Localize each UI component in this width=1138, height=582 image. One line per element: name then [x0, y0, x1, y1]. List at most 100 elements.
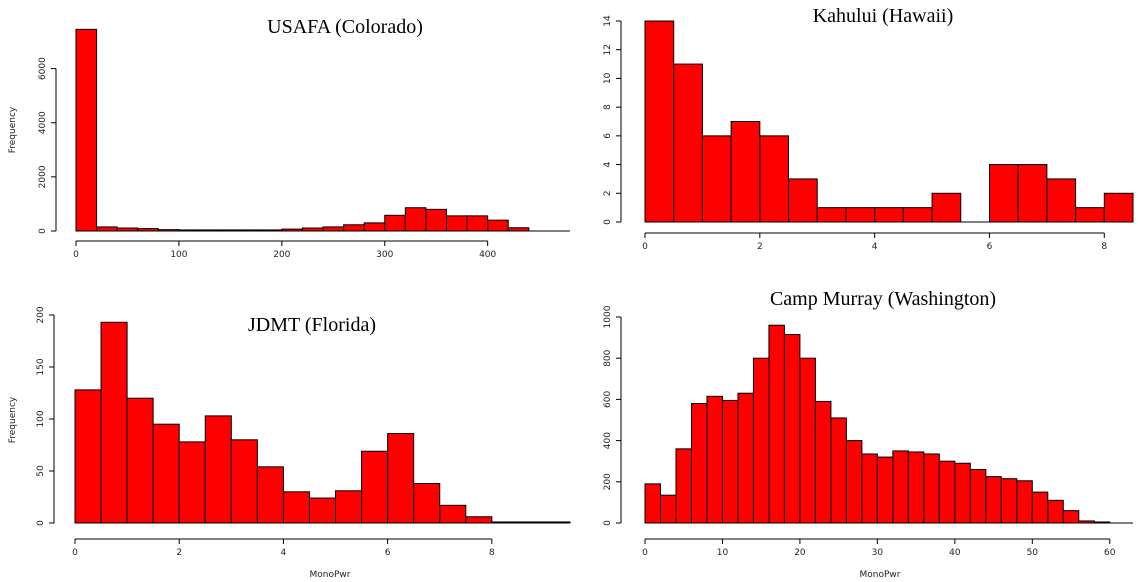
- jdmt-y-tick-label: 100: [36, 410, 46, 427]
- kahului-bar: [816, 207, 847, 223]
- kahului-x-axis: 0 2 4 6 8: [642, 232, 1107, 252]
- jdmt-bar: [335, 490, 363, 524]
- jdmt-x-tick-label: 8: [489, 548, 495, 558]
- jdmt-y-tick-label: 0: [36, 520, 46, 526]
- usafa-bar: [343, 224, 365, 232]
- usafa-bar: [178, 229, 201, 232]
- kahului-bar: [902, 207, 933, 223]
- kahului-y-tick-label: 10: [603, 72, 613, 84]
- campmurray-bar: [814, 400, 832, 524]
- campmurray-y-tick-label: 800: [603, 349, 613, 366]
- kahului-y-tick-label: 14: [603, 15, 613, 27]
- kahului-y-tick-label: 4: [603, 161, 613, 167]
- campmurray-bar: [737, 392, 754, 524]
- usafa-bar: [199, 229, 221, 232]
- kahului-y-axis: 0 2 4 6 8 10 12 14: [603, 15, 622, 225]
- campmurray-x-label: MonoPwr: [860, 570, 901, 580]
- usafa-bar: [219, 229, 242, 232]
- campmurray-bar: [923, 453, 940, 524]
- jdmt-bar: [543, 521, 571, 524]
- campmurray-bar: [768, 324, 785, 524]
- usafa-bar: [487, 219, 509, 232]
- panel-usafa: 0 100 200 300 400 0 2000 4000 6000 USAFA (Color…: [8, 16, 570, 260]
- jdmt-title: JDMT (Florida): [248, 314, 376, 336]
- kahului-bars: [644, 20, 1134, 223]
- kahului-bar: [1103, 192, 1134, 223]
- jdmt-bar: [308, 497, 337, 524]
- usafa-bar: [75, 28, 98, 232]
- jdmt-x-tick-label: 2: [176, 548, 182, 558]
- usafa-y-tick-label: 6000: [38, 57, 48, 80]
- jdmt-x-tick-label: 4: [281, 548, 287, 558]
- usafa-bar: [260, 229, 283, 232]
- usafa-y-tick-label: 4000: [38, 111, 48, 134]
- panel-kahului: 0 2 4 6 8 0 2 4 6 8 10 12 14 Kahului (Hawaii): [603, 5, 1134, 252]
- jdmt-bar: [100, 321, 128, 524]
- campmurray-bar: [675, 448, 692, 524]
- kahului-bar: [845, 207, 876, 223]
- jdmt-x-tick-label: 6: [385, 548, 391, 558]
- campmurray-y-tick-label: 0: [603, 520, 613, 526]
- campmurray-bar: [892, 450, 909, 524]
- jdmt-bar: [387, 433, 415, 524]
- campmurray-bars: [644, 324, 1133, 524]
- jdmt-bar: [126, 397, 154, 524]
- campmurray-bar: [969, 468, 987, 524]
- usafa-bars: [75, 28, 570, 232]
- campmurray-bar: [1000, 478, 1018, 524]
- kahului-x-tick-label: 8: [1101, 242, 1107, 252]
- campmurray-bar: [659, 494, 677, 524]
- campmurray-bar: [1062, 510, 1080, 524]
- campmurray-title: Camp Murray (Washington): [770, 288, 996, 310]
- kahului-x-tick-label: 0: [642, 242, 648, 252]
- usafa-bar: [446, 215, 468, 232]
- jdmt-bar: [152, 423, 180, 524]
- usafa-bar: [507, 227, 530, 232]
- jdmt-y-tick-label: 50: [36, 465, 46, 477]
- campmurray-bar: [706, 395, 723, 524]
- usafa-bar: [137, 228, 159, 232]
- kahului-x-tick-label: 4: [872, 242, 878, 252]
- campmurray-bar: [690, 403, 708, 524]
- kahului-y-tick-label: 12: [603, 44, 613, 55]
- panel-campmurray: 0 10 20 30 40 50 60 0 200 400 600 800 1000 Camp Mur…: [603, 288, 1133, 580]
- kahului-bar: [759, 135, 790, 223]
- usafa-bar: [404, 207, 427, 232]
- usafa-bar: [425, 208, 447, 232]
- panel-jdmt: 0 2 4 6 8 0 50 100 150 200 JDMT (Florida) Freque…: [8, 306, 571, 580]
- usafa-y-tick-label: 2000: [38, 165, 48, 188]
- usafa-bar: [240, 229, 262, 232]
- kahului-x-tick-label: 6: [987, 242, 993, 252]
- jdmt-bar: [256, 466, 284, 524]
- jdmt-bar: [491, 521, 519, 524]
- campmurray-bar: [907, 451, 925, 524]
- kahului-bar: [1046, 178, 1077, 223]
- usafa-bar: [301, 227, 324, 232]
- campmurray-bar: [721, 399, 739, 524]
- kahului-bar: [988, 164, 1019, 223]
- usafa-bar: [384, 214, 406, 232]
- campmurray-x-tick-label: 20: [794, 548, 806, 558]
- campmurray-y-tick-label: 200: [603, 473, 613, 490]
- campmurray-x-tick-label: 40: [949, 548, 961, 558]
- kahului-x-tick-label: 2: [757, 242, 763, 252]
- campmurray-x-tick-label: 60: [1104, 548, 1116, 558]
- jdmt-x-label: MonoPwr: [310, 570, 351, 580]
- campmurray-x-tick-label: 0: [642, 548, 648, 558]
- jdmt-bar: [517, 521, 545, 524]
- usafa-y-axis: 0 2000 4000 6000: [38, 57, 57, 234]
- kahului-bar: [701, 135, 732, 223]
- campmurray-y-tick-label: 1000: [603, 305, 613, 328]
- campmurray-bar: [845, 440, 863, 524]
- usafa-x-tick-label: 300: [376, 250, 393, 260]
- jdmt-bar: [204, 415, 232, 524]
- jdmt-bar: [413, 482, 441, 524]
- kahului-y-tick-label: 0: [603, 219, 613, 225]
- campmurray-bar: [985, 476, 1002, 524]
- kahului-title: Kahului (Hawaii): [813, 5, 954, 27]
- campmurray-bar: [1047, 499, 1064, 524]
- campmurray-bar: [752, 357, 770, 524]
- jdmt-y-label: Frequency: [8, 396, 18, 443]
- campmurray-bar: [1031, 491, 1049, 524]
